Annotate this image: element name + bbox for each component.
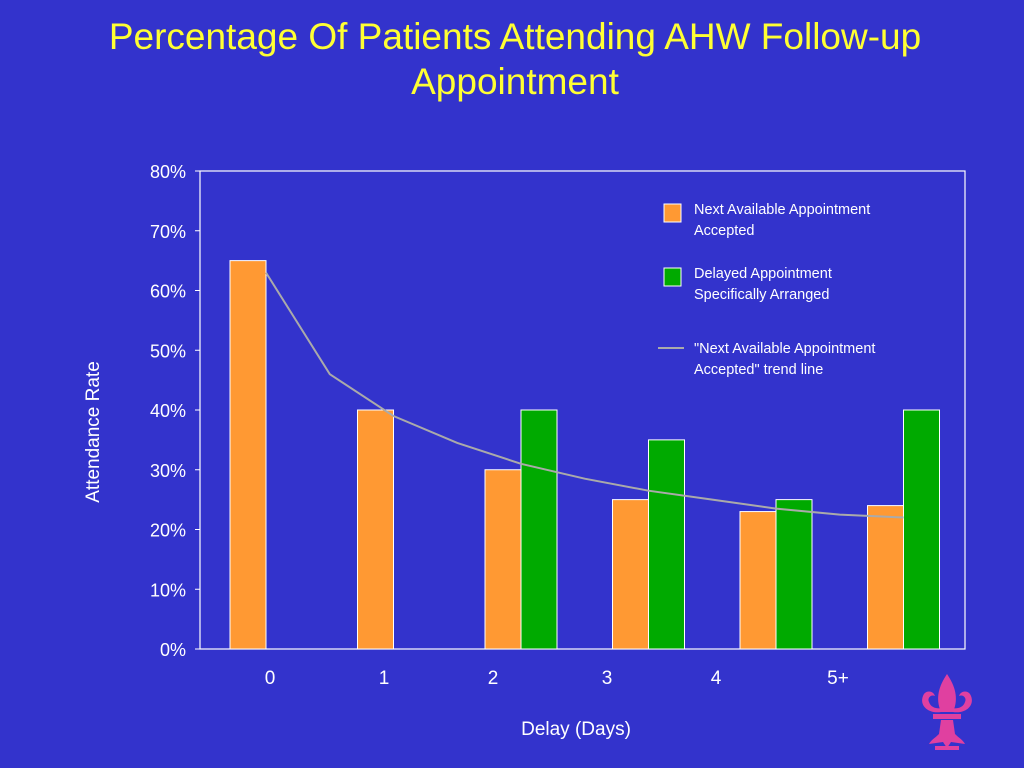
chart-bars [229, 260, 940, 650]
y-tick-label: 20% [150, 521, 186, 541]
bar-next-available-3 [612, 499, 649, 650]
bar-next-available-5+ [867, 505, 904, 650]
bar-next-available-0 [229, 260, 267, 650]
y-tick-label: 60% [150, 282, 186, 302]
x-axis-label: Delay (Days) [521, 719, 631, 740]
bar-delayed-5+ [903, 409, 940, 650]
bar-next-available-2 [484, 469, 522, 650]
y-axis-label: Attendance Rate [83, 361, 104, 503]
bar-delayed-3 [648, 439, 685, 650]
chart-axes: 0% 10% 20% 30% 40% 50% 60% 70% 80% 0 1 2 3 4 5+ [150, 162, 966, 689]
x-tick-label: 5+ [827, 668, 849, 689]
chart-trend [265, 272, 904, 519]
y-tick-label: 0% [160, 640, 186, 660]
x-tick-label: 2 [488, 668, 499, 689]
legend-label: Delayed Appointment Specifically Arranged [694, 266, 832, 303]
plot-frame [199, 170, 966, 650]
y-tick-label: 30% [150, 461, 186, 481]
x-tick-label: 1 [379, 668, 390, 689]
y-tick-label: 50% [150, 341, 186, 361]
chart-legend: Next Available Appointment Accepted Delaye… [658, 202, 875, 378]
slide-title: Percentage Of Patients Attending AHW Fol… [108, 16, 922, 102]
y-tick-label: 80% [150, 162, 186, 182]
x-tick-label: 3 [602, 668, 613, 689]
y-tick-label: 70% [150, 222, 186, 242]
legend-swatch [663, 203, 682, 223]
bar-delayed-4 [775, 499, 813, 650]
legend-label: Next Available Appointment Accepted [694, 202, 870, 239]
bar-next-available-1 [357, 409, 394, 650]
x-tick-label: 4 [711, 668, 722, 689]
fleur-de-lis-icon [922, 674, 972, 750]
y-tick-label: 40% [150, 401, 186, 421]
y-tick-label: 10% [150, 580, 186, 600]
trend-line [265, 272, 904, 519]
legend-swatch [663, 267, 682, 287]
legend-label: "Next Available Appointment Accepted" tre… [694, 341, 875, 378]
bar-delayed-2 [520, 409, 558, 650]
bar-next-available-4 [739, 511, 777, 650]
x-tick-label: 0 [265, 668, 276, 689]
